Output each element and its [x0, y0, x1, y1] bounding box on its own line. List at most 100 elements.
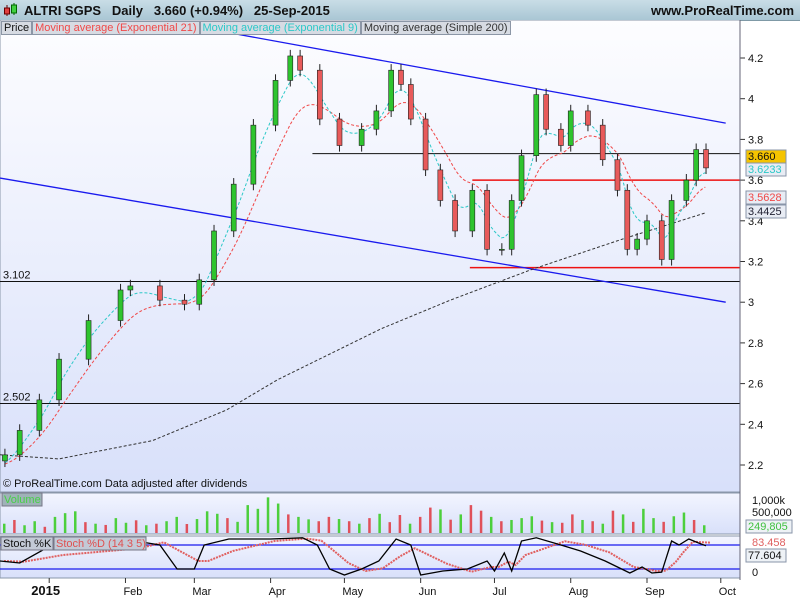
price-value-label: 3.660: [748, 151, 776, 163]
volume-bar: [185, 524, 189, 533]
volume-bar: [703, 525, 706, 533]
volume-bar: [63, 513, 67, 533]
volume-bar: [500, 521, 503, 533]
y-tick-label: 2.8: [748, 338, 763, 350]
volume-bar: [611, 510, 615, 533]
legend-price[interactable]: Price: [1, 21, 33, 35]
y-tick-label: 2.4: [748, 419, 763, 431]
volume-bar: [307, 519, 310, 533]
period: Daily: [111, 3, 143, 18]
ema21-line: [4, 102, 706, 465]
candle: [484, 189, 490, 250]
legend-ema9[interactable]: Moving average (Exponential 9): [199, 21, 361, 35]
support-trendline: [0, 177, 726, 303]
candle: [543, 94, 549, 130]
volume-bar: [530, 516, 534, 533]
indicator-legend: Price Moving average (Exponential 21) Mo…: [1, 21, 511, 35]
y-tick-label: 3: [748, 297, 754, 309]
candle: [499, 248, 505, 251]
volume-bar: [347, 521, 351, 533]
x-tick-label: Jul: [492, 586, 506, 598]
candle: [567, 110, 574, 146]
volume-bar: [165, 521, 168, 533]
volume-bar: [23, 525, 26, 533]
candle: [85, 320, 92, 360]
candle: [16, 430, 23, 456]
volume-label-text: Volume: [4, 494, 41, 506]
candle: [558, 128, 564, 146]
candle: [508, 200, 515, 250]
volume-bar: [388, 522, 392, 533]
volume-bar: [3, 523, 6, 533]
candle: [533, 94, 540, 156]
x-tick-label: Aug: [569, 586, 589, 598]
x-tick-label: May: [342, 586, 363, 598]
y-tick-label: 2.2: [748, 460, 763, 472]
volume-tick-label: 500,000: [752, 507, 792, 519]
volume-bar: [682, 512, 686, 533]
volume-bar: [84, 522, 87, 533]
volume-bar: [134, 520, 138, 533]
volume-bar: [94, 523, 97, 533]
candle: [297, 55, 303, 71]
candle: [36, 399, 43, 431]
ema9-value-label: 3.6233: [748, 164, 782, 176]
chart-title: ALTRI SGPS Daily 3.660 (+0.94%) 25-Sep-2…: [24, 3, 330, 18]
volume-bar: [145, 525, 148, 533]
horizontal-line-label: 3.102: [3, 269, 31, 281]
x-tick-label: Apr: [269, 586, 286, 598]
ema21-value-label: 3.5628: [748, 192, 782, 204]
volume-bar: [317, 521, 320, 533]
site-link[interactable]: www.ProRealTime.com: [650, 3, 794, 18]
volume-tick-label: 1,000k: [752, 495, 786, 507]
resistance-trendline: [211, 28, 726, 124]
volume-bar: [642, 508, 645, 533]
x-tick-label: Jun: [419, 586, 437, 598]
candle: [373, 110, 380, 130]
volume-bar: [104, 524, 107, 533]
candle: [469, 189, 476, 232]
volume-bar: [226, 518, 229, 533]
ema9-value-box: [745, 162, 787, 177]
volume-bar: [74, 511, 77, 533]
legend-sma200[interactable]: Moving average (Simple 200): [360, 21, 511, 35]
volume-bar: [581, 519, 584, 533]
volume-bar: [378, 513, 381, 533]
candle: [196, 279, 203, 305]
candle: [703, 149, 709, 169]
legend-ema21[interactable]: Moving average (Exponential 21): [32, 21, 200, 35]
last-date: 25-Sep-2015: [253, 3, 330, 18]
candle: [56, 358, 62, 401]
volume-bar: [43, 526, 47, 533]
volume-bar: [489, 516, 493, 533]
candle: [181, 299, 188, 305]
volume-bar: [276, 503, 280, 533]
volume-bar: [631, 521, 635, 533]
x-tick-label: Mar: [192, 586, 211, 598]
stoch-k-value-box: [745, 548, 787, 563]
y-tick-label: 3.6: [748, 175, 763, 187]
candle: [599, 124, 606, 161]
volume-bar: [560, 522, 564, 533]
volume-bar: [13, 519, 16, 533]
volume-value-label: 249,805: [748, 521, 788, 533]
candle: [658, 220, 665, 260]
candle: [683, 179, 690, 201]
volume-bar: [114, 518, 118, 533]
volume-bar: [408, 523, 412, 533]
candle: [2, 454, 8, 462]
candle: [614, 159, 621, 191]
sma200-value-box: [745, 204, 787, 219]
chart-header: ALTRI SGPS Daily 3.660 (+0.94%) 25-Sep-2…: [0, 0, 800, 21]
instrument-name: ALTRI SGPS: [24, 3, 102, 18]
volume-bar: [398, 515, 402, 533]
volume-bar: [459, 514, 463, 533]
volume-bar: [510, 519, 513, 533]
stoch-d-label: Stoch %D (14 3 5): [56, 538, 146, 550]
volume-bar: [571, 514, 574, 533]
candle: [317, 69, 323, 120]
stoch-legend: Stoch %K Stoch %D (14 3 5): [0, 536, 147, 551]
candle: [585, 110, 591, 126]
candle: [408, 84, 414, 120]
